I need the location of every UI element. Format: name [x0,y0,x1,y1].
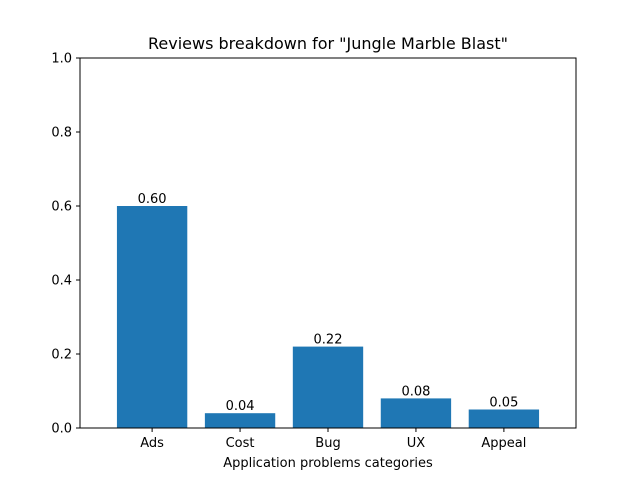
x-tick-label: Bug [315,436,340,451]
bar-value-label: 0.05 [489,396,518,411]
y-tick-label: 0.6 [51,200,72,215]
plot-area: 0.0 0.2 0.4 0.6 0.8 1.0 0.60 Ads 0.04 Cost 0.22 Bug… [51,52,540,451]
y-tick-label: 1.0 [51,52,72,67]
x-tick-label: Ads [140,436,164,451]
bar-value-label: 0.04 [226,399,255,414]
x-tick-label: UX [407,436,426,451]
y-tick-label: 0.4 [51,274,72,289]
bar [116,206,188,428]
bar [468,409,540,428]
bar [204,413,276,428]
chart-title: Reviews breakdown for "Jungle Marble Bla… [148,34,508,53]
bar [292,346,364,428]
plot-frame [79,57,577,429]
bar-value-label: 0.22 [314,333,343,348]
bar-value-label: 0.60 [138,192,167,207]
y-tick-label: 0.2 [51,348,72,363]
x-axis-label: Application problems categories [223,456,433,471]
y-tick-label: 0.8 [51,126,72,141]
x-tick-label: Cost [226,436,255,451]
y-tick-label: 0.0 [51,422,72,437]
bar-value-label: 0.08 [401,384,430,399]
bar [380,398,452,428]
x-tick-label: Appeal [481,436,526,451]
